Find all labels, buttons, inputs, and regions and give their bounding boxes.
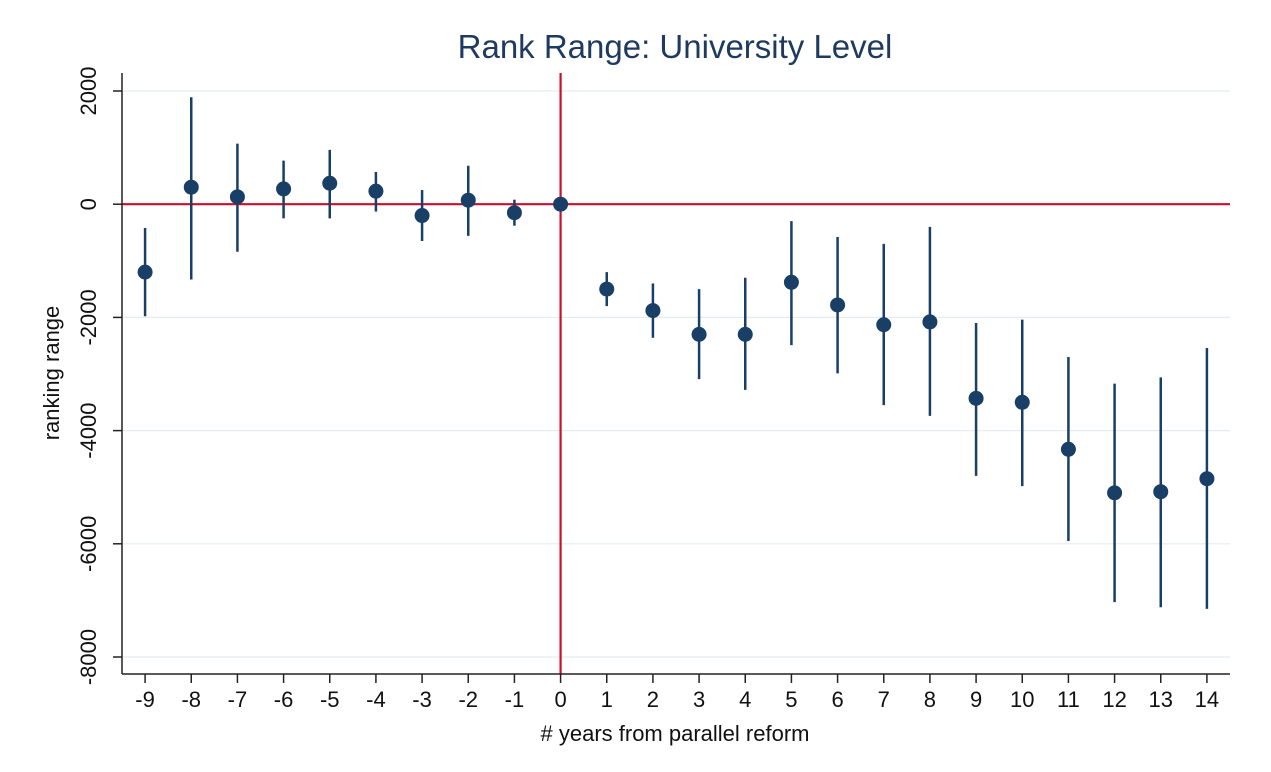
data-point	[1014, 394, 1030, 410]
data-point	[1060, 441, 1076, 457]
x-tick-label: -3	[412, 687, 432, 712]
x-tick-label: -2	[458, 687, 478, 712]
x-tick-label: -6	[274, 687, 294, 712]
data-point	[1199, 471, 1215, 487]
data-point	[137, 264, 153, 280]
x-tick-label: 1	[601, 687, 613, 712]
x-tick-label: -5	[320, 687, 340, 712]
x-tick-label: -7	[228, 687, 248, 712]
x-tick-label: 12	[1102, 687, 1126, 712]
x-tick-label: 13	[1149, 687, 1173, 712]
x-tick-label: 8	[924, 687, 936, 712]
data-point	[229, 189, 245, 205]
data-point	[968, 390, 984, 406]
chart-title: Rank Range: University Level	[458, 28, 893, 65]
y-tick-label: 0	[76, 198, 101, 210]
x-tick-label: 10	[1010, 687, 1034, 712]
y-axis-title: ranking range	[39, 306, 64, 441]
data-point	[783, 274, 799, 290]
data-point	[922, 314, 938, 330]
axes	[121, 73, 1230, 675]
data-point	[460, 192, 476, 208]
data-point	[1153, 484, 1169, 500]
data-point	[368, 183, 384, 199]
x-tick-label: 0	[554, 687, 566, 712]
x-tick-label: 6	[831, 687, 843, 712]
x-tick-label: -9	[135, 687, 155, 712]
x-ticks: -9 -8 -7 -6 -5 -4 -3 -2 -1 0 1 2 3 4 5 6 7 8 9 10 11 12 13 14	[135, 674, 1219, 712]
data-point	[599, 281, 615, 297]
data-point	[876, 317, 892, 333]
data-points	[137, 175, 1215, 501]
data-point	[737, 326, 753, 342]
x-axis-title: # years from parallel reform	[541, 721, 810, 746]
data-point	[322, 175, 338, 191]
y-tick-label: -8000	[76, 629, 101, 685]
y-tick-label: -4000	[76, 402, 101, 458]
data-point	[183, 179, 199, 195]
x-tick-label: 5	[785, 687, 797, 712]
x-tick-label: -4	[366, 687, 386, 712]
data-point	[1107, 485, 1123, 501]
reference-lines	[122, 73, 1230, 674]
x-tick-label: 11	[1057, 687, 1080, 712]
x-tick-label: 3	[693, 687, 705, 712]
x-tick-label: 2	[647, 687, 659, 712]
x-tick-label: 14	[1195, 687, 1219, 712]
y-ticks: 2000 0 -2000 -4000 -6000 -8000	[76, 67, 122, 685]
data-point	[691, 326, 707, 342]
data-point	[276, 181, 292, 197]
data-point	[645, 303, 661, 319]
y-tick-label: -6000	[76, 516, 101, 572]
x-tick-label: 9	[970, 687, 982, 712]
data-point	[553, 196, 569, 212]
y-tick-label: 2000	[76, 67, 101, 116]
data-point	[506, 205, 522, 221]
y-tick-label: -2000	[76, 289, 101, 345]
data-point	[414, 208, 430, 224]
x-tick-label: 4	[739, 687, 751, 712]
x-tick-label: 7	[878, 687, 890, 712]
data-point	[830, 297, 846, 313]
x-tick-label: -1	[505, 687, 525, 712]
x-tick-label: -8	[181, 687, 201, 712]
